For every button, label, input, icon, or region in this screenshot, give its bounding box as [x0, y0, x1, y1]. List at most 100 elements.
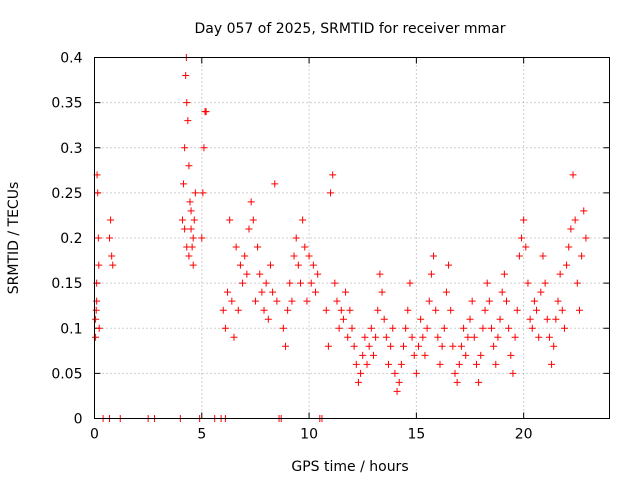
- x-axis-label: GPS time / hours: [291, 459, 408, 475]
- data-point: [299, 216, 307, 224]
- data-point: [333, 297, 341, 305]
- data-point: [108, 252, 116, 260]
- data-point: [106, 234, 114, 242]
- data-point: [507, 351, 515, 359]
- y-tick-label: 0: [74, 412, 83, 428]
- data-point: [230, 333, 238, 341]
- data-point: [408, 333, 416, 341]
- data-point: [254, 243, 262, 251]
- data-point: [266, 261, 274, 269]
- data-point: [260, 306, 268, 314]
- data-point: [181, 225, 189, 233]
- data-point: [249, 216, 257, 224]
- data-point: [94, 189, 102, 197]
- data-point: [434, 333, 442, 341]
- data-point: [455, 360, 463, 368]
- data-point: [464, 333, 472, 341]
- data-point: [522, 243, 530, 251]
- data-point: [526, 315, 534, 323]
- data-point: [95, 261, 103, 269]
- data-point: [344, 333, 352, 341]
- data-point: [548, 360, 556, 368]
- data-point: [369, 351, 377, 359]
- data-point: [239, 279, 247, 287]
- data-point: [359, 351, 367, 359]
- data-point: [221, 324, 229, 332]
- data-point: [578, 252, 586, 260]
- data-point: [95, 324, 103, 332]
- data-point: [498, 288, 506, 296]
- data-point: [184, 117, 192, 125]
- data-point: [430, 252, 438, 260]
- data-point: [475, 378, 483, 386]
- data-point: [483, 279, 491, 287]
- data-point: [339, 315, 347, 323]
- data-point: [460, 324, 468, 332]
- data-point: [251, 297, 259, 305]
- data-point: [505, 324, 513, 332]
- x-tick-label: 5: [197, 427, 206, 443]
- data-point: [387, 342, 395, 350]
- data-point: [423, 324, 431, 332]
- data-point: [232, 243, 240, 251]
- data-point: [354, 378, 362, 386]
- data-point: [241, 252, 249, 260]
- data-point: [580, 207, 588, 215]
- data-point: [305, 252, 313, 260]
- y-axis-label: SRMTID / TECUs: [6, 182, 22, 295]
- data-point: [406, 279, 414, 287]
- y-tick-label: 0.3: [60, 141, 82, 157]
- data-point: [281, 342, 289, 350]
- y-tick-label: 0.1: [60, 321, 82, 337]
- data-point: [181, 144, 189, 152]
- data-point: [226, 216, 234, 224]
- data-point: [552, 315, 560, 323]
- y-tick-label: 0.2: [60, 231, 82, 247]
- data-point: [432, 306, 440, 314]
- data-point: [397, 360, 405, 368]
- data-point: [472, 360, 480, 368]
- y-tick-label: 0.25: [51, 186, 82, 202]
- data-point: [477, 351, 485, 359]
- data-point: [515, 252, 523, 260]
- data-point: [511, 333, 519, 341]
- data-point: [322, 306, 330, 314]
- data-point: [462, 351, 470, 359]
- data-point: [518, 234, 526, 242]
- data-point: [528, 324, 536, 332]
- data-point: [494, 333, 502, 341]
- data-point: [537, 288, 545, 296]
- data-point: [378, 288, 386, 296]
- data-point: [297, 279, 304, 287]
- data-point: [496, 315, 504, 323]
- data-point: [410, 351, 418, 359]
- data-point: [565, 243, 573, 251]
- data-point: [324, 342, 332, 350]
- data-point: [245, 225, 253, 233]
- data-point: [556, 270, 564, 278]
- data-point: [94, 234, 102, 242]
- data-point: [382, 333, 390, 341]
- data-point: [92, 306, 100, 314]
- data-point: [185, 162, 193, 170]
- data-point: [365, 342, 373, 350]
- data-point: [186, 198, 194, 206]
- plot-frame: [94, 57, 610, 419]
- data-point: [468, 297, 476, 305]
- data-point: [481, 306, 489, 314]
- data-point: [180, 180, 188, 188]
- data-point: [503, 297, 510, 305]
- data-point: [492, 360, 500, 368]
- data-point: [490, 342, 498, 350]
- data-point: [288, 297, 296, 305]
- data-point: [198, 234, 206, 242]
- data-point: [372, 333, 380, 341]
- data-point: [575, 306, 583, 314]
- data-point: [199, 189, 207, 197]
- data-point: [447, 306, 455, 314]
- data-point: [479, 324, 487, 332]
- x-tick-label: 20: [515, 427, 533, 443]
- data-point: [485, 297, 493, 305]
- data-point: [543, 315, 551, 323]
